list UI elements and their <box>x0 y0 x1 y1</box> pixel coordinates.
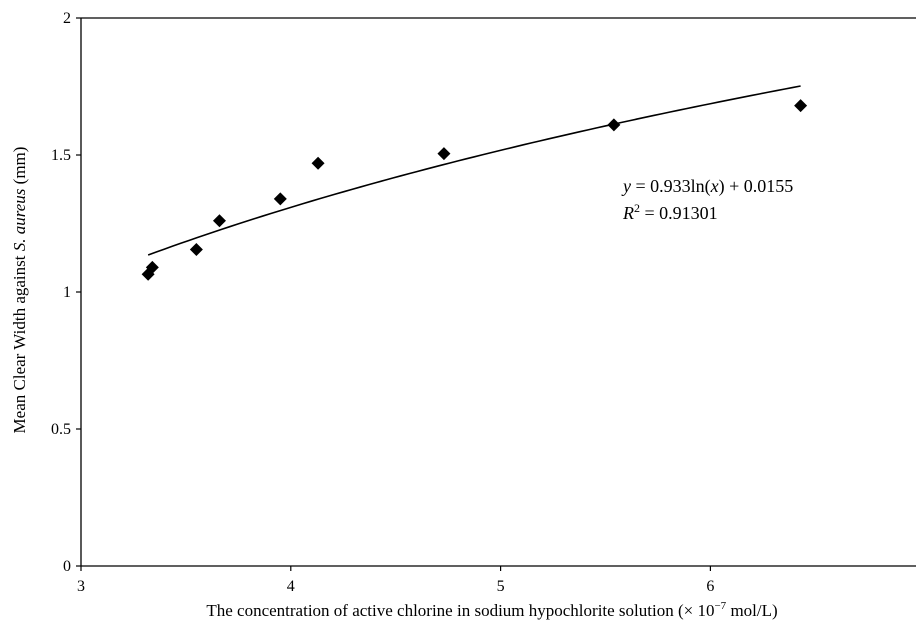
plot-area <box>80 17 916 567</box>
r-squared-exponent: 2 <box>634 201 640 215</box>
x-axis-title-suffix: mol/L) <box>726 601 777 620</box>
r-squared-value: = 0.91301 <box>640 203 718 223</box>
data-points <box>141 99 808 281</box>
equation-y-var: y <box>621 176 631 196</box>
data-point <box>437 147 451 161</box>
y-tick-label: 1 <box>63 284 71 301</box>
y-tick-label: 1.5 <box>51 147 71 164</box>
data-point <box>189 243 203 257</box>
x-tick-label: 3 <box>77 578 85 595</box>
equation-mid: = 0.933ln( <box>631 176 711 197</box>
y-tick-label: 0 <box>63 558 71 575</box>
x-axis-title-prefix: The concentration of active chlorine in … <box>206 601 714 620</box>
y-tick-label: 2 <box>63 10 71 27</box>
x-tick-label: 6 <box>706 578 714 595</box>
x-axis-title-exponent: −7 <box>714 600 726 612</box>
y-axis-title-italic: S. aureus <box>10 188 29 251</box>
x-axis-title: The concentration of active chlorine in … <box>206 600 777 620</box>
data-point <box>607 118 621 132</box>
data-point <box>794 99 808 113</box>
data-point <box>145 260 159 274</box>
data-point <box>273 192 287 206</box>
x-axis-ticks: 3 4 5 6 <box>77 566 714 595</box>
y-axis-title-prefix: Mean Clear Width against <box>10 251 29 433</box>
y-axis-title-suffix: (mm) <box>10 147 29 189</box>
x-tick-label: 5 <box>497 578 505 595</box>
y-tick-label: 0.5 <box>51 421 71 438</box>
r-squared-label: R2 = 0.91301 <box>622 201 718 223</box>
y-axis-title: Mean Clear Width against S. aureus (mm) <box>10 147 29 434</box>
data-point <box>311 156 325 170</box>
trendline <box>147 85 801 256</box>
y-axis-ticks: 0 0.5 1 1.5 2 <box>51 10 81 575</box>
trendline-equation: y = 0.933ln(x) + 0.0155 <box>621 176 793 197</box>
r-squared-var: R <box>622 203 634 223</box>
equation-end: ) + 0.0155 <box>719 176 794 197</box>
x-tick-label: 4 <box>287 578 295 595</box>
equation-x-var: x <box>710 176 719 196</box>
data-point <box>212 214 226 228</box>
